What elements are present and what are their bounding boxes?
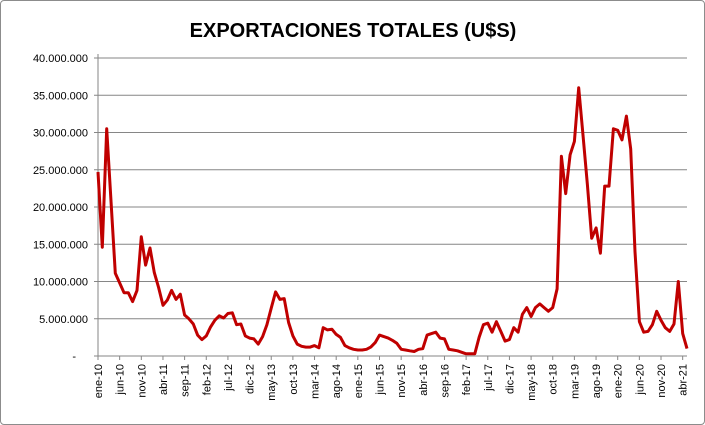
- x-tick-label: ene-15: [353, 364, 365, 398]
- y-tick-label: 35.000.000: [33, 90, 88, 102]
- x-tick-label: may-13: [266, 364, 278, 401]
- y-tick-label: 5.000.000: [39, 314, 88, 326]
- y-tick-label: -: [72, 351, 76, 363]
- x-tick-label: ago-19: [591, 364, 603, 398]
- y-tick-label: 25.000.000: [33, 165, 88, 177]
- x-tick-label: jul-17: [483, 364, 495, 392]
- x-tick-label: nov-10: [136, 364, 148, 398]
- x-tick-label: abr-21: [678, 364, 690, 396]
- x-tick-label: jun-15: [375, 364, 387, 396]
- x-tick-label: nov-20: [656, 364, 668, 398]
- x-tick-label: sep-11: [180, 364, 192, 397]
- x-tick-label: nov-15: [396, 364, 408, 398]
- x-tick-label: jul-12: [223, 364, 235, 392]
- x-tick-label: feb-17: [461, 364, 473, 395]
- x-tick-label: dic-12: [245, 364, 257, 394]
- y-tick-label: 10.000.000: [33, 277, 88, 289]
- x-tick-label: jun-20: [634, 364, 646, 396]
- x-tick-label: abr-16: [418, 364, 430, 396]
- x-tick-label: dic-17: [504, 364, 516, 394]
- x-tick-label: mar-14: [310, 364, 322, 399]
- x-tick-label: may-18: [526, 364, 538, 401]
- series-line-exportaciones: [96, 86, 689, 356]
- x-tick-label: mar-19: [569, 364, 581, 399]
- x-tick-label: ene-20: [613, 364, 625, 398]
- y-tick-label: 30.000.000: [33, 128, 88, 140]
- y-tick-label: 20.000.000: [33, 202, 88, 214]
- y-tick-label: 40.000.000: [33, 53, 88, 65]
- x-tick-label: ago-14: [331, 364, 343, 398]
- x-tick-label: jun-10: [115, 364, 127, 396]
- x-tick-label: feb-12: [201, 364, 213, 395]
- x-tick-label: oct-18: [548, 364, 560, 395]
- x-tick-label: ene-10: [93, 364, 105, 398]
- x-tick-label: oct-13: [288, 364, 300, 395]
- y-tick-label: 15.000.000: [33, 239, 88, 251]
- x-tick-label: sep-16: [439, 364, 451, 398]
- x-tick-label: abr-11: [158, 364, 170, 395]
- chart-title: EXPORTACIONES TOTALES (U$S): [190, 20, 517, 42]
